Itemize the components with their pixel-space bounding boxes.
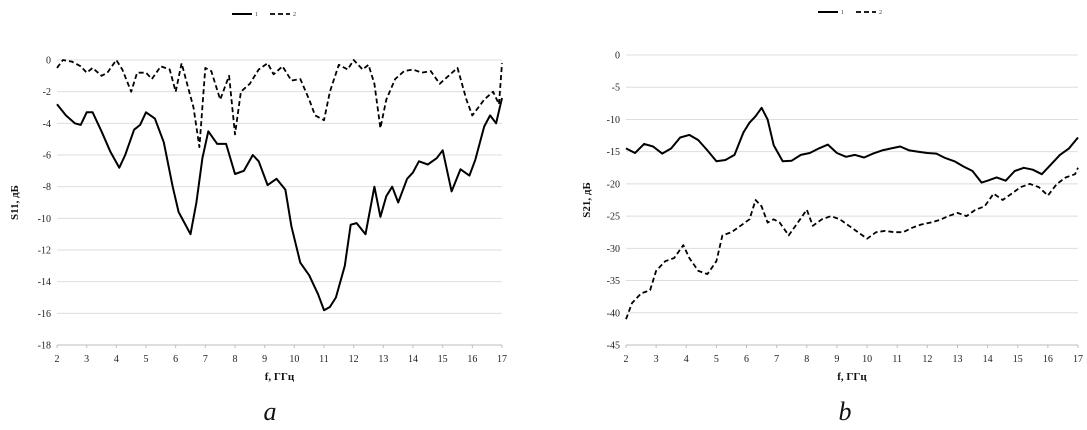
y-tick-label: -20: [607, 179, 620, 190]
x-tick-label: 4: [114, 354, 119, 365]
y-tick-label: -8: [43, 182, 51, 193]
series-line-2: [625, 167, 1079, 320]
y-tick-label: -2: [43, 87, 51, 98]
x-tick-label: 14: [408, 354, 418, 365]
series-line-1: [56, 97, 503, 312]
x-tick-label: 9: [262, 354, 267, 365]
panel-label: a: [264, 397, 277, 426]
x-tick-label: 11: [319, 354, 329, 365]
y-tick-label: -15: [607, 147, 620, 158]
legend-label-2: 2: [879, 10, 882, 16]
x-tick-label: 15: [1013, 354, 1023, 365]
y-tick-label: -45: [607, 341, 620, 352]
x-tick-label: 12: [349, 354, 359, 365]
x-tick-label: 3: [654, 354, 659, 365]
y-tick-label: -16: [38, 309, 51, 320]
y-axis-label: S21, дБ: [581, 182, 593, 217]
x-tick-label: 17: [1073, 354, 1083, 365]
y-tick-label: -10: [38, 214, 51, 225]
legend-label-1: 1: [841, 10, 844, 16]
x-tick-label: 11: [892, 354, 902, 365]
y-tick-label: -5: [612, 83, 620, 94]
x-tick-label: 5: [144, 354, 149, 365]
x-tick-label: 9: [834, 354, 839, 365]
x-tick-label: 2: [55, 354, 60, 365]
x-tick-label: 13: [952, 354, 962, 365]
x-tick-label: 13: [378, 354, 388, 365]
y-tick-label: -12: [38, 246, 51, 257]
panel-label: b: [839, 397, 852, 426]
legend-label-1: 1: [255, 12, 258, 18]
x-axis-label: f, ГГц: [837, 371, 867, 383]
legend-label-2: 2: [293, 12, 296, 18]
x-tick-label: 4: [684, 354, 689, 365]
y-tick-label: -40: [607, 308, 620, 319]
x-tick-label: 6: [173, 354, 178, 365]
series-line-1: [625, 106, 1079, 184]
y-tick-label: -18: [38, 341, 51, 352]
x-axis-label: f, ГГц: [265, 371, 295, 383]
y-tick-label: 0: [615, 51, 620, 62]
y-tick-label: -10: [607, 115, 620, 126]
x-tick-label: 7: [203, 354, 208, 365]
x-tick-label: 3: [84, 354, 89, 365]
x-tick-label: 5: [714, 354, 719, 365]
x-tick-label: 7: [774, 354, 779, 365]
x-tick-label: 16: [1043, 354, 1053, 365]
y-tick-label: -6: [43, 151, 51, 162]
x-tick-label: 10: [862, 354, 872, 365]
x-tick-label: 16: [467, 354, 477, 365]
x-tick-label: 17: [497, 354, 507, 365]
x-tick-label: 10: [289, 354, 299, 365]
y-tick-label: -14: [38, 277, 51, 288]
y-axis-label: S11, дБ: [9, 185, 21, 220]
x-tick-label: 8: [804, 354, 809, 365]
x-tick-label: 2: [624, 354, 629, 365]
x-tick-label: 14: [983, 354, 993, 365]
y-tick-label: -4: [43, 119, 51, 130]
x-tick-label: 12: [922, 354, 932, 365]
series-line-2: [56, 59, 503, 149]
y-tick-label: 0: [46, 56, 51, 67]
x-tick-label: 15: [438, 354, 448, 365]
y-tick-label: -35: [607, 276, 620, 287]
x-tick-label: 6: [744, 354, 749, 365]
y-tick-label: -25: [607, 212, 620, 223]
x-tick-label: 8: [233, 354, 238, 365]
y-tick-label: -30: [607, 244, 620, 255]
